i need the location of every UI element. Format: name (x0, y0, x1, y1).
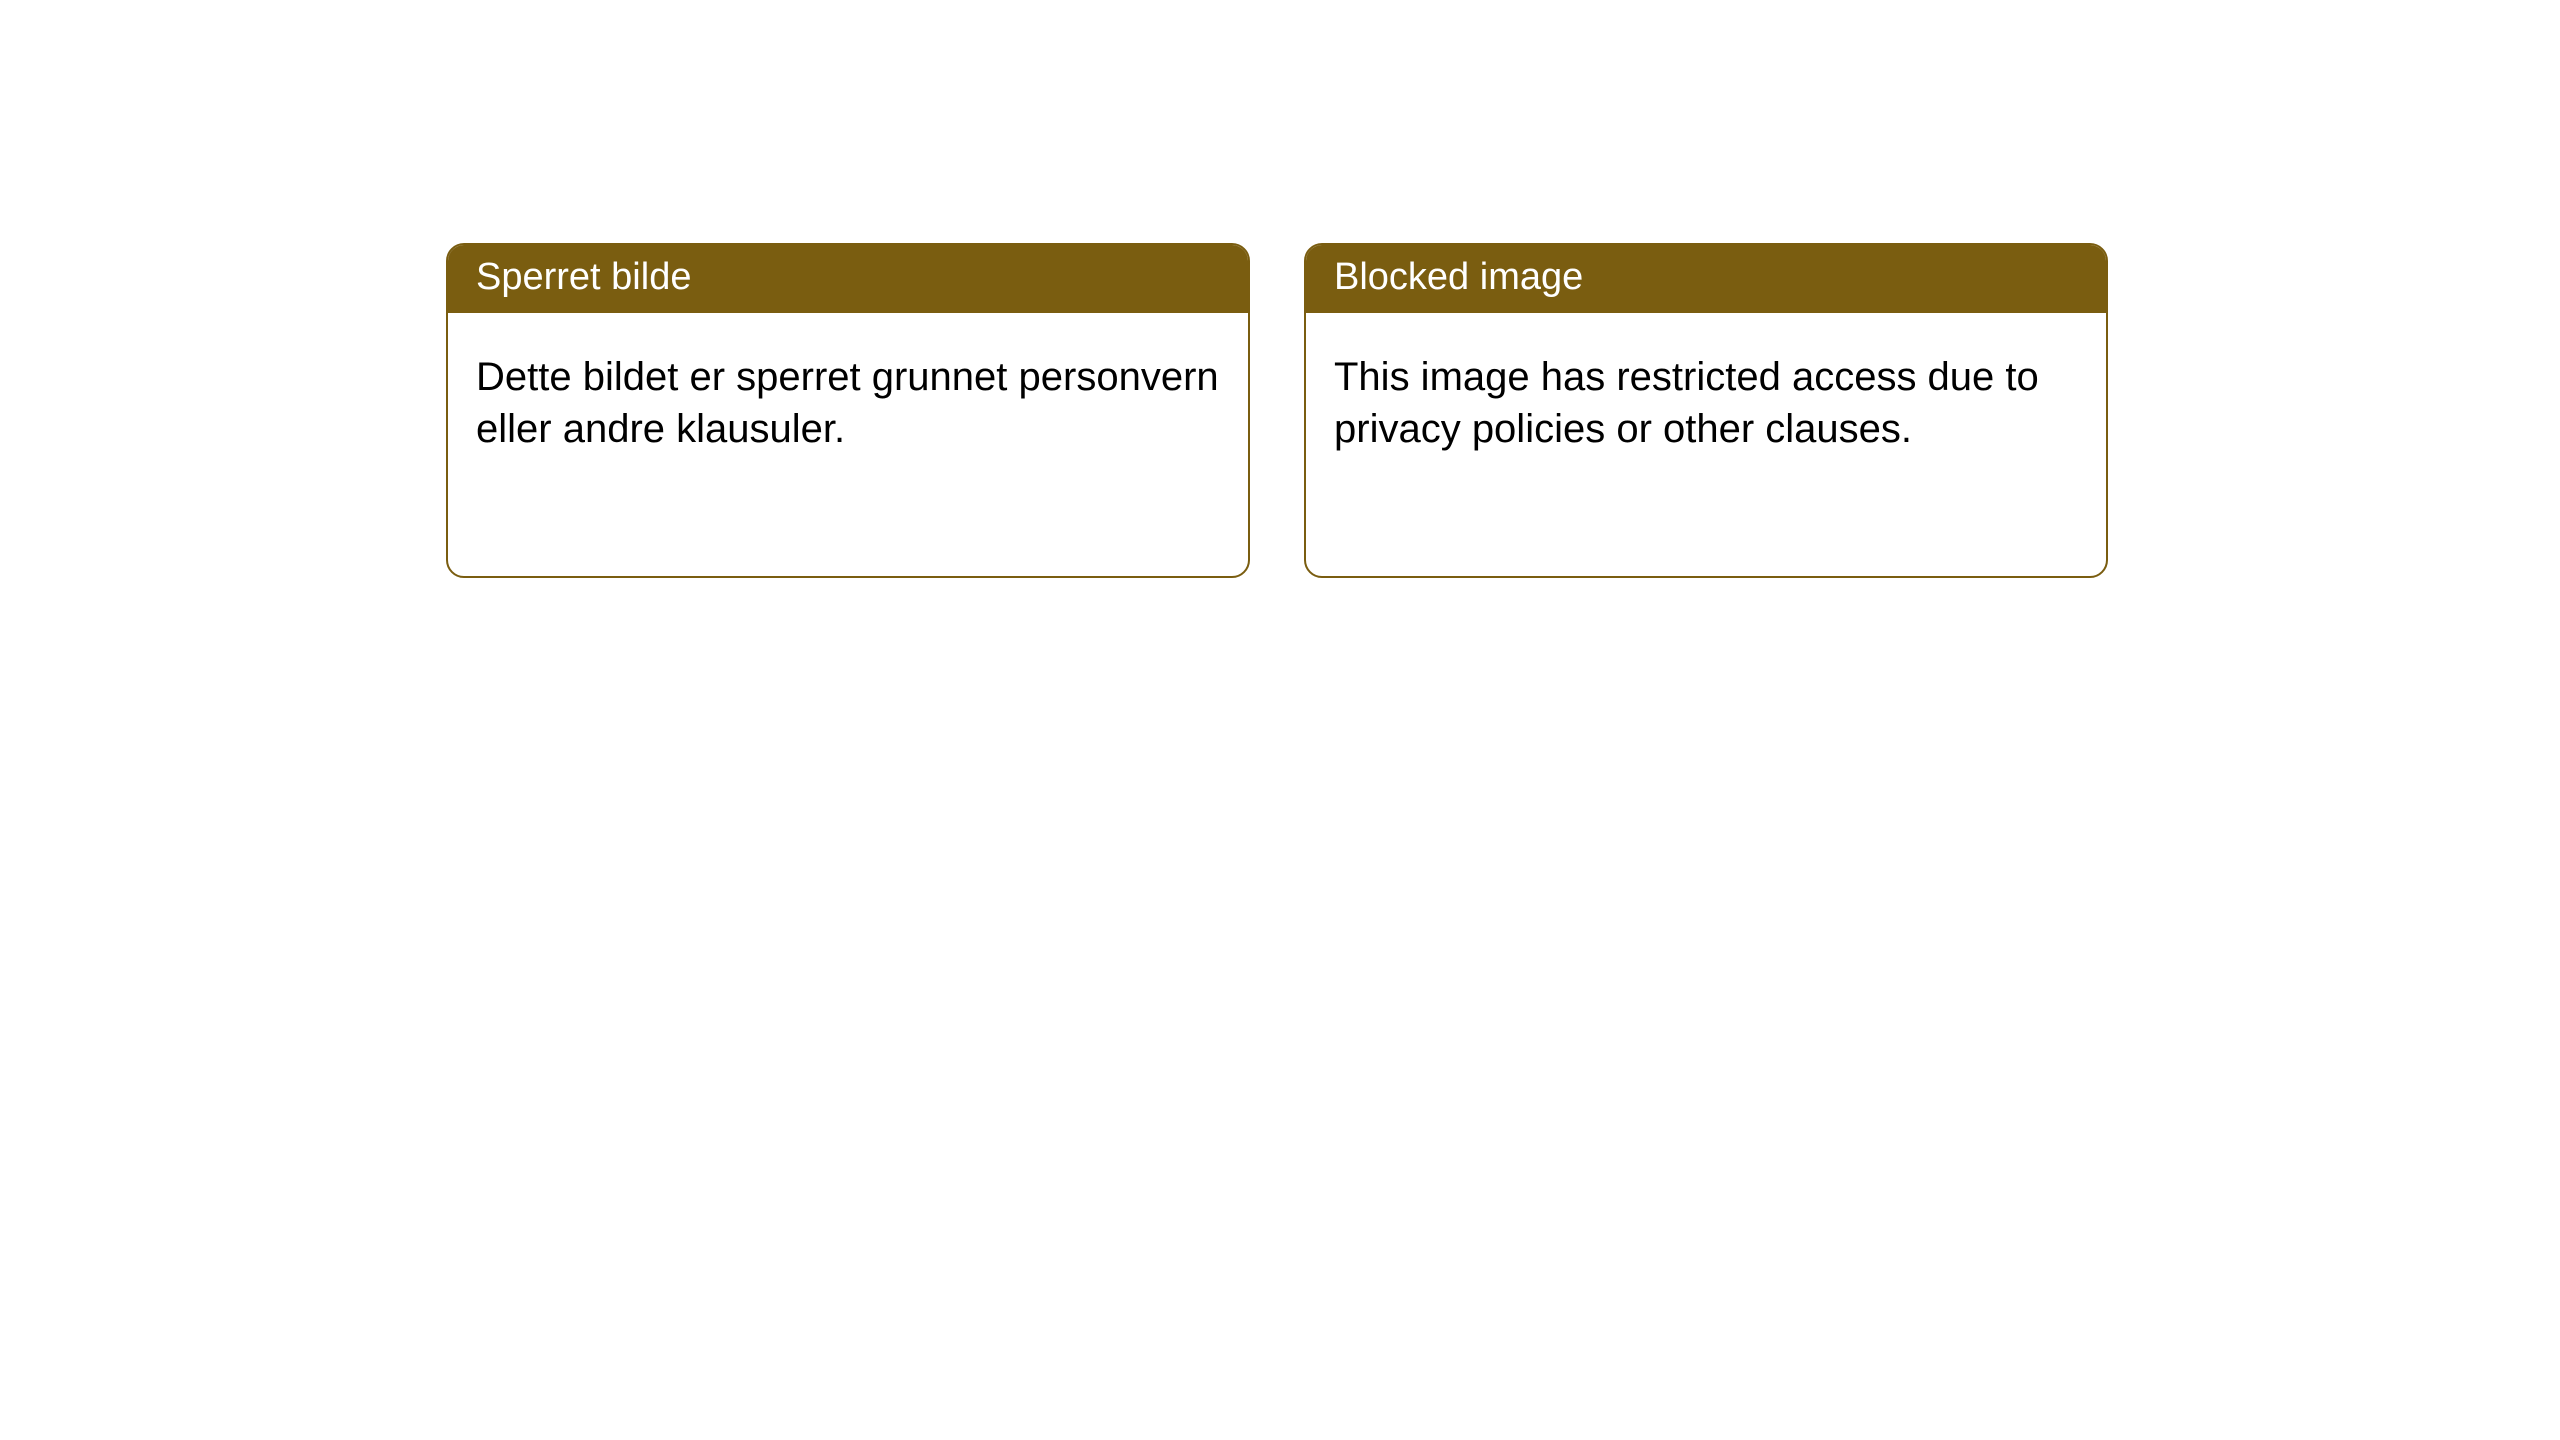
notice-body: Dette bildet er sperret grunnet personve… (448, 313, 1248, 493)
notice-body: This image has restricted access due to … (1306, 313, 2106, 493)
notice-card-norwegian: Sperret bilde Dette bildet er sperret gr… (446, 243, 1250, 578)
notice-header: Sperret bilde (448, 245, 1248, 313)
notice-card-english: Blocked image This image has restricted … (1304, 243, 2108, 578)
notice-header: Blocked image (1306, 245, 2106, 313)
notice-container: Sperret bilde Dette bildet er sperret gr… (0, 0, 2560, 578)
